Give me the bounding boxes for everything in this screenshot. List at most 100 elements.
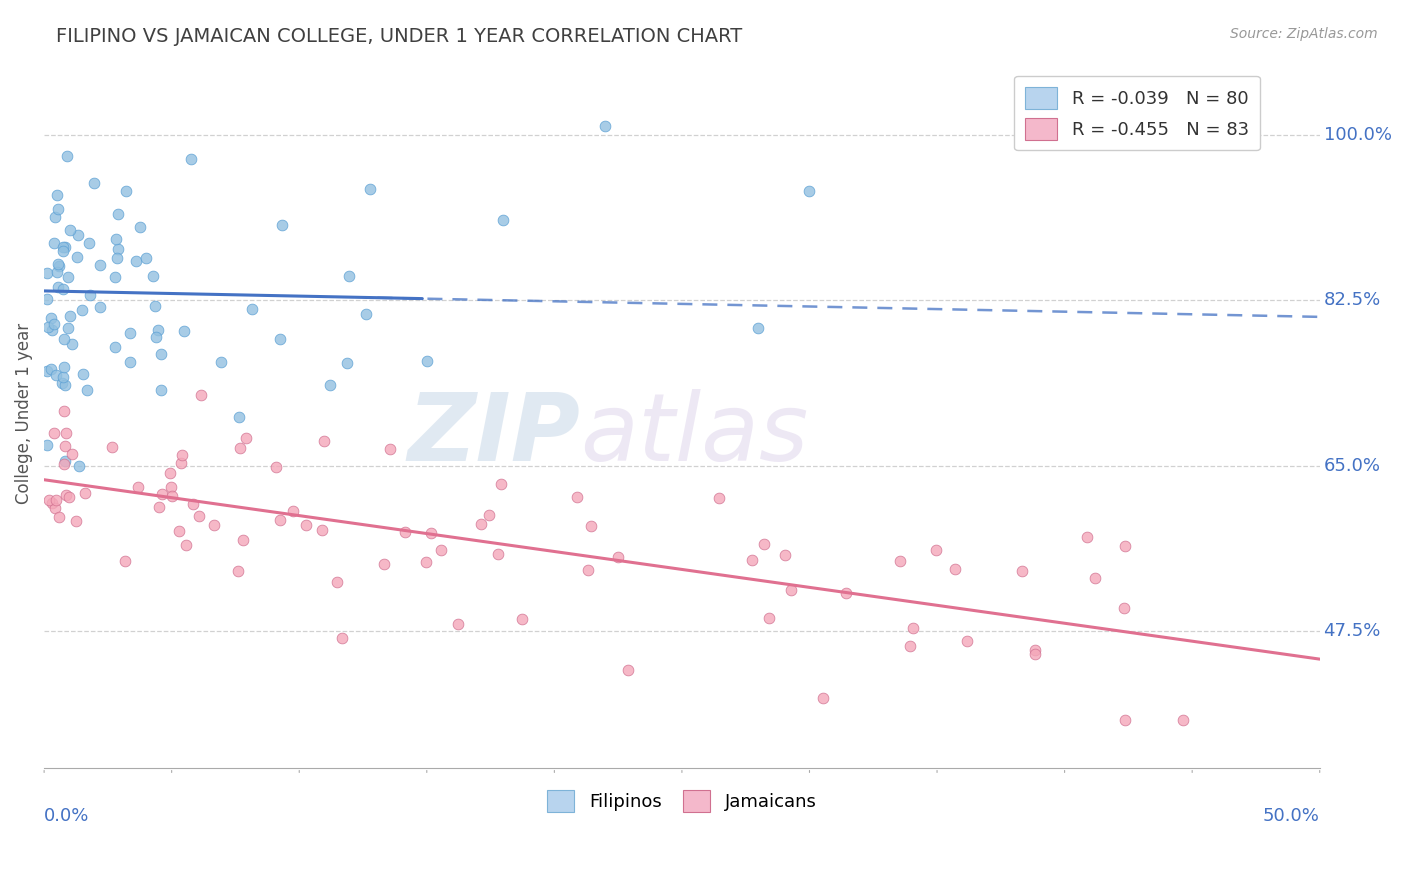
Point — [143, 299, 166, 313]
Point — [45, 368, 67, 382]
Point — [53, 454, 76, 468]
Point — [741, 553, 763, 567]
Point — [595, 119, 617, 133]
Point — [107, 206, 129, 220]
Point — [35, 292, 58, 306]
Point — [898, 639, 921, 653]
Point — [120, 326, 142, 340]
Point — [42, 425, 65, 440]
Point — [55, 488, 77, 502]
Point — [336, 356, 359, 370]
Point — [606, 549, 628, 564]
Point — [1011, 564, 1033, 578]
Point — [35, 437, 58, 451]
Point — [181, 497, 204, 511]
Point — [955, 634, 977, 648]
Text: 0.0%: 0.0% — [44, 806, 90, 824]
Point — [66, 228, 89, 243]
Point — [162, 489, 184, 503]
Point — [66, 251, 89, 265]
Point — [235, 431, 257, 445]
Point — [42, 317, 65, 331]
Text: FILIPINO VS JAMAICAN COLLEGE, UNDER 1 YEAR CORRELATION CHART: FILIPINO VS JAMAICAN COLLEGE, UNDER 1 YE… — [56, 27, 742, 45]
Point — [190, 388, 212, 402]
Point — [160, 480, 183, 494]
Point — [1114, 714, 1136, 728]
Point — [60, 447, 83, 461]
Point — [58, 270, 80, 285]
Point — [416, 353, 439, 368]
Point — [145, 329, 167, 343]
Point — [579, 519, 602, 533]
Point — [617, 664, 640, 678]
Point — [48, 280, 70, 294]
Text: ZIP: ZIP — [406, 389, 579, 481]
Point — [51, 376, 73, 390]
Point — [512, 612, 534, 626]
Point — [312, 434, 335, 448]
Point — [1114, 539, 1136, 553]
Point — [35, 266, 58, 280]
Point — [53, 457, 76, 471]
Point — [170, 456, 193, 470]
Point — [48, 510, 70, 524]
Point — [59, 309, 82, 323]
Point — [565, 490, 588, 504]
Point — [281, 504, 304, 518]
Point — [1083, 570, 1105, 584]
Point — [1024, 647, 1046, 661]
Point — [159, 466, 181, 480]
Point — [172, 448, 194, 462]
Point — [486, 547, 509, 561]
Point — [101, 441, 124, 455]
Point — [780, 583, 803, 598]
Point — [53, 240, 76, 254]
Point — [41, 496, 63, 510]
Point — [228, 410, 250, 425]
Point — [149, 347, 172, 361]
Point — [773, 548, 796, 562]
Point — [901, 621, 924, 635]
Point — [73, 486, 96, 500]
Point — [115, 184, 138, 198]
Text: Source: ZipAtlas.com: Source: ZipAtlas.com — [1230, 27, 1378, 41]
Point — [491, 477, 513, 491]
Point — [41, 310, 63, 325]
Point — [37, 320, 59, 334]
Point — [52, 282, 75, 296]
Point — [889, 554, 911, 568]
Point — [378, 442, 401, 457]
Point — [1112, 601, 1135, 615]
Point — [799, 184, 821, 198]
Text: 50.0%: 50.0% — [1263, 806, 1320, 824]
Point — [104, 341, 127, 355]
Point — [419, 525, 441, 540]
Point — [129, 220, 152, 235]
Point — [709, 491, 731, 506]
Point — [269, 512, 291, 526]
Point — [269, 332, 291, 346]
Text: 82.5%: 82.5% — [1323, 292, 1381, 310]
Point — [104, 269, 127, 284]
Point — [76, 383, 98, 397]
Point — [430, 542, 453, 557]
Point — [811, 690, 834, 705]
Point — [79, 288, 101, 302]
Point — [167, 524, 190, 538]
Point — [294, 517, 316, 532]
Point — [925, 542, 948, 557]
Point — [576, 563, 599, 577]
Point — [173, 324, 195, 338]
Point — [232, 533, 254, 547]
Point — [77, 235, 100, 250]
Point — [326, 574, 349, 589]
Point — [114, 554, 136, 568]
Point — [65, 514, 87, 528]
Point — [146, 323, 169, 337]
Point — [56, 148, 79, 162]
Point — [180, 152, 202, 166]
Point — [44, 211, 66, 225]
Point — [107, 243, 129, 257]
Point — [337, 268, 360, 283]
Text: 47.5%: 47.5% — [1323, 622, 1381, 640]
